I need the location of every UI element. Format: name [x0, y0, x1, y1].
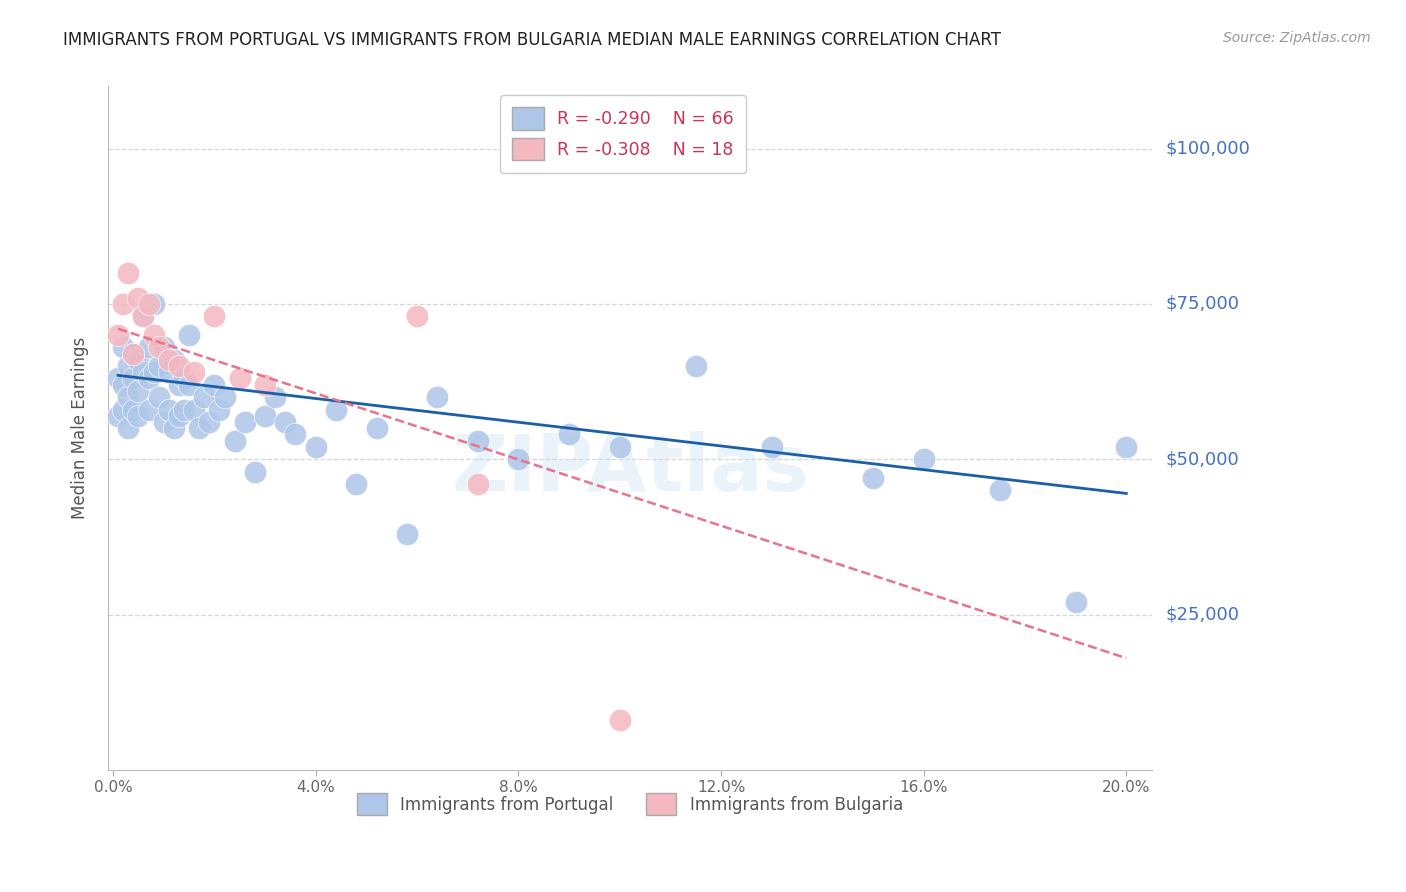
Point	[122, 346, 145, 360]
Point	[609, 440, 631, 454]
Point	[142, 365, 165, 379]
Point	[122, 346, 145, 360]
Point	[132, 310, 155, 324]
Point	[988, 483, 1011, 498]
Point	[132, 365, 155, 379]
Point	[406, 310, 429, 324]
Point	[188, 421, 211, 435]
Point	[117, 359, 139, 373]
Point	[157, 402, 180, 417]
Legend: Immigrants from Portugal, Immigrants from Bulgaria: Immigrants from Portugal, Immigrants fro…	[349, 785, 911, 823]
Point	[127, 409, 149, 423]
Point	[183, 402, 205, 417]
Point	[167, 409, 190, 423]
Point	[152, 340, 174, 354]
Text: $100,000: $100,000	[1166, 139, 1250, 158]
Point	[163, 352, 186, 367]
Point	[224, 434, 246, 448]
Point	[117, 390, 139, 404]
Point	[117, 266, 139, 280]
Point	[243, 465, 266, 479]
Point	[167, 377, 190, 392]
Point	[138, 297, 160, 311]
Point	[254, 377, 277, 392]
Point	[127, 384, 149, 398]
Point	[366, 421, 388, 435]
Point	[254, 409, 277, 423]
Point	[198, 415, 221, 429]
Point	[183, 365, 205, 379]
Point	[112, 340, 135, 354]
Point	[202, 310, 225, 324]
Point	[274, 415, 297, 429]
Point	[1115, 440, 1137, 454]
Point	[127, 352, 149, 367]
Point	[344, 477, 367, 491]
Point	[467, 477, 489, 491]
Point	[173, 371, 195, 385]
Text: $50,000: $50,000	[1166, 450, 1239, 468]
Point	[142, 297, 165, 311]
Point	[912, 452, 935, 467]
Point	[202, 377, 225, 392]
Point	[214, 390, 236, 404]
Point	[138, 371, 160, 385]
Point	[132, 310, 155, 324]
Point	[284, 427, 307, 442]
Text: $25,000: $25,000	[1166, 606, 1240, 624]
Point	[862, 471, 884, 485]
Point	[157, 365, 180, 379]
Point	[138, 402, 160, 417]
Point	[325, 402, 347, 417]
Point	[305, 440, 328, 454]
Point	[148, 359, 170, 373]
Point	[138, 340, 160, 354]
Text: ZIPAtlas: ZIPAtlas	[451, 431, 808, 508]
Point	[107, 371, 129, 385]
Point	[157, 352, 180, 367]
Point	[761, 440, 783, 454]
Text: Source: ZipAtlas.com: Source: ZipAtlas.com	[1223, 31, 1371, 45]
Point	[127, 291, 149, 305]
Point	[193, 390, 215, 404]
Point	[107, 328, 129, 343]
Point	[117, 421, 139, 435]
Point	[177, 328, 200, 343]
Point	[122, 371, 145, 385]
Point	[426, 390, 449, 404]
Point	[395, 526, 418, 541]
Point	[467, 434, 489, 448]
Point	[177, 377, 200, 392]
Point	[609, 713, 631, 727]
Point	[208, 402, 231, 417]
Point	[148, 340, 170, 354]
Point	[685, 359, 707, 373]
Point	[112, 377, 135, 392]
Point	[107, 409, 129, 423]
Point	[233, 415, 256, 429]
Point	[142, 328, 165, 343]
Point	[112, 297, 135, 311]
Point	[112, 402, 135, 417]
Point	[122, 402, 145, 417]
Point	[173, 402, 195, 417]
Y-axis label: Median Male Earnings: Median Male Earnings	[72, 337, 89, 519]
Point	[148, 390, 170, 404]
Point	[167, 359, 190, 373]
Text: IMMIGRANTS FROM PORTUGAL VS IMMIGRANTS FROM BULGARIA MEDIAN MALE EARNINGS CORREL: IMMIGRANTS FROM PORTUGAL VS IMMIGRANTS F…	[63, 31, 1001, 49]
Point	[1064, 595, 1087, 609]
Point	[152, 415, 174, 429]
Point	[508, 452, 530, 467]
Point	[558, 427, 581, 442]
Text: $75,000: $75,000	[1166, 295, 1240, 313]
Point	[264, 390, 287, 404]
Point	[163, 421, 186, 435]
Point	[228, 371, 250, 385]
